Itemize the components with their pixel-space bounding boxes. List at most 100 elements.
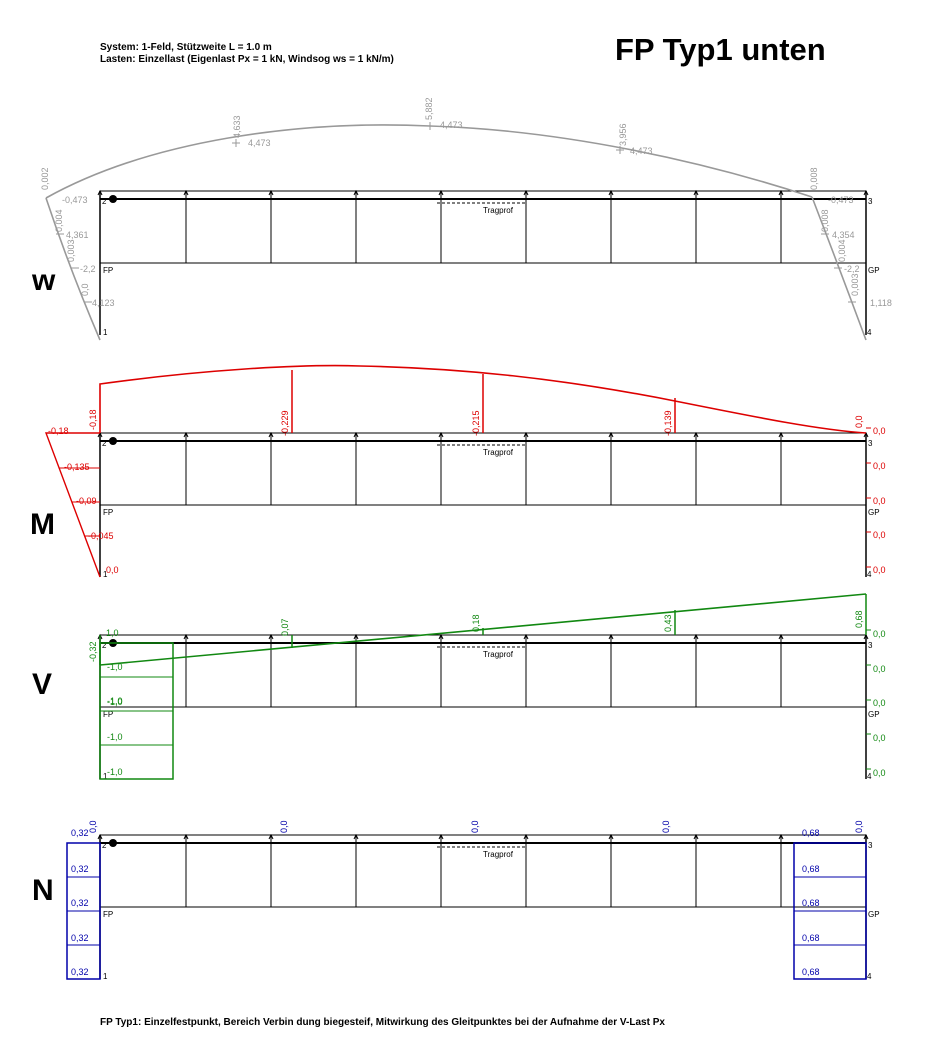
V-value: 0,0	[873, 768, 886, 778]
w-value: -2,2	[80, 264, 96, 274]
load-arrow	[693, 833, 699, 840]
M-beam-curve	[99, 364, 867, 434]
support-label-left: FP	[103, 910, 113, 919]
load-arrow	[523, 189, 529, 196]
node-label: 2	[102, 197, 107, 206]
system-line: System: 1-Feld, Stützweite L = 1.0 m	[100, 42, 272, 53]
N-value: 0,68	[802, 967, 820, 977]
node-label: 2	[102, 641, 107, 650]
M-value: -0,18	[88, 409, 98, 430]
load-arrow	[523, 833, 529, 840]
load-arrow	[778, 833, 784, 840]
V-value: -1,0	[107, 732, 123, 742]
load-arrow	[353, 833, 359, 840]
w-value: 5,882	[424, 97, 434, 120]
load-arrow	[778, 189, 784, 196]
load-arrow	[608, 833, 614, 840]
footer-caption: FP Typ1: Einzelfestpunkt, Bereich Verbin…	[100, 1017, 665, 1028]
load-arrow	[268, 833, 274, 840]
node-label: 3	[868, 841, 873, 850]
N-value: 0,0	[279, 820, 289, 833]
support-label-left: FP	[103, 508, 113, 517]
beam-label: Tragprof	[483, 448, 514, 457]
w-value: 4,473	[248, 138, 271, 148]
N-value: 0,68	[802, 864, 820, 874]
M-value: -0,229	[280, 410, 290, 436]
w-value: 4,354	[832, 230, 855, 240]
V-value: 0,43	[663, 614, 673, 632]
node-label: 1	[103, 972, 108, 981]
load-arrow	[778, 431, 784, 438]
w-value: -0,473	[828, 195, 854, 205]
V-value: 0,0	[873, 733, 886, 743]
V-value: 0,07	[280, 618, 290, 636]
load-arrow	[353, 431, 359, 438]
load-arrow	[183, 189, 189, 196]
V-value: 0,68	[854, 610, 864, 628]
beam-label: Tragprof	[483, 850, 514, 859]
node-label: 4	[867, 972, 872, 981]
M-value: 0,0	[854, 415, 864, 428]
M-value: 0,0	[106, 565, 119, 575]
N-value: 0,32	[71, 967, 89, 977]
w-value: 0,004	[837, 239, 847, 262]
node-label: 3	[868, 641, 873, 650]
w-value: 0,0	[80, 283, 90, 296]
w-value: 4,473	[630, 146, 653, 156]
V-value: -1,0	[107, 662, 123, 672]
load-arrow	[268, 189, 274, 196]
load-arrow	[183, 633, 189, 640]
load-arrow	[608, 189, 614, 196]
load-arrow	[778, 633, 784, 640]
M-value: -0,215	[471, 410, 481, 436]
N-value: 0,32	[71, 933, 89, 943]
V-value: -1,0	[107, 697, 123, 707]
node-label: 3	[868, 197, 873, 206]
node-label: 2	[102, 841, 107, 850]
M-value: 0,0	[873, 565, 886, 575]
w-value: 0,008	[820, 209, 830, 232]
load-arrow	[183, 833, 189, 840]
w-value: 0,008	[809, 167, 819, 190]
V-value: 0,18	[471, 614, 481, 632]
load-arrow	[268, 431, 274, 438]
w-value: 1,118	[870, 298, 892, 308]
w-value: -2,2	[844, 264, 860, 274]
support-label-right: GP	[868, 266, 880, 275]
w-left-curve	[45, 197, 101, 341]
load-arrow	[438, 431, 444, 438]
M-value: -0,18	[48, 426, 69, 436]
load-arrow	[608, 633, 614, 640]
M-value: -0,135	[64, 462, 90, 472]
V-value: 0,0	[873, 698, 886, 708]
w-beam-curve	[45, 124, 813, 199]
node-label: 1	[103, 570, 108, 579]
w-value: 4,123	[92, 298, 115, 308]
M-value: 0,0	[873, 496, 886, 506]
load-arrow	[523, 431, 529, 438]
load-arrow	[353, 189, 359, 196]
N-value: 0,68	[802, 933, 820, 943]
w-right-curve	[811, 196, 867, 341]
node-label: 4	[867, 328, 872, 337]
V-value: -1,0	[107, 696, 123, 706]
w-value: -0,473	[62, 195, 88, 205]
support-label-right: GP	[868, 910, 880, 919]
load-arrow	[183, 431, 189, 438]
N-value: 0,0	[854, 820, 864, 833]
node-label: 4	[867, 570, 872, 579]
load-arrow	[693, 431, 699, 438]
M-value: -0,09	[76, 496, 97, 506]
node-label: 3	[868, 439, 873, 448]
w-value: 4,633	[232, 115, 242, 138]
M-value: -0,139	[663, 410, 673, 436]
N-value: 0,68	[802, 828, 820, 838]
N-value: 0,32	[71, 898, 89, 908]
node-label: 4	[867, 772, 872, 781]
N-value: 0,32	[71, 864, 89, 874]
N-value: 0,0	[661, 820, 671, 833]
w-value: 4,473	[440, 120, 463, 130]
diagram-label: V	[32, 668, 52, 701]
M-value: -0,045	[88, 531, 114, 541]
load-arrow	[438, 833, 444, 840]
